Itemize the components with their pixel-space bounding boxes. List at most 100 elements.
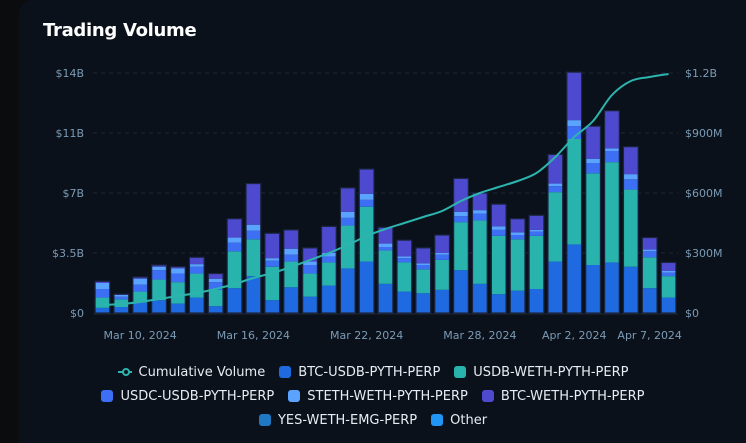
bar-segment-btc-usdb-pyth-perp[interactable]: [566, 244, 582, 313]
bar-segment-usdb-weth-pyth-perp[interactable]: [321, 262, 337, 286]
bar-segment-usdc-usdb-pyth-perp[interactable]: [264, 260, 280, 267]
bar-segment-usdc-usdb-pyth-perp[interactable]: [529, 231, 544, 236]
bar-segment-steth-weth-pyth-perp[interactable]: [283, 248, 299, 255]
bar-segment-steth-weth-pyth-perp[interactable]: [359, 193, 374, 200]
bar-segment-usdb-weth-pyth-perp[interactable]: [661, 276, 676, 298]
bar-segment-steth-weth-pyth-perp[interactable]: [264, 258, 280, 261]
bar-segment-btc-weth-pyth-perp[interactable]: [661, 262, 676, 271]
bar-stack[interactable]: [471, 192, 488, 314]
bar-stack[interactable]: [283, 229, 300, 314]
bar-segment-usdc-usdb-pyth-perp[interactable]: [189, 266, 205, 274]
bar-segment-steth-weth-pyth-perp[interactable]: [510, 232, 525, 235]
bar-stack[interactable]: [566, 71, 583, 314]
bar-segment-btc-usdb-pyth-perp[interactable]: [302, 296, 318, 313]
bar-stack[interactable]: [358, 168, 375, 314]
bar-segment-usdb-weth-pyth-perp[interactable]: [208, 289, 224, 307]
bar-segment-usdc-usdb-pyth-perp[interactable]: [359, 199, 374, 207]
bar-stack[interactable]: [264, 232, 281, 314]
legend-item-cumulative-volume[interactable]: Cumulative Volume: [117, 365, 265, 380]
bar-stack[interactable]: [94, 280, 111, 314]
legend-item-other[interactable]: Other: [431, 413, 487, 428]
bar-segment-usdb-weth-pyth-perp[interactable]: [132, 291, 148, 303]
bar-segment-usdc-usdb-pyth-perp[interactable]: [415, 265, 431, 270]
bar-segment-usdc-usdb-pyth-perp[interactable]: [585, 163, 601, 174]
bar-segment-steth-weth-pyth-perp[interactable]: [397, 256, 412, 259]
bar-segment-steth-weth-pyth-perp[interactable]: [623, 174, 639, 180]
bar-segment-usdb-weth-pyth-perp[interactable]: [378, 250, 393, 284]
bar-segment-btc-weth-pyth-perp[interactable]: [321, 226, 337, 253]
bar-segment-steth-weth-pyth-perp[interactable]: [321, 253, 337, 257]
bar-segment-btc-weth-pyth-perp[interactable]: [132, 277, 148, 279]
bar-segment-btc-usdb-pyth-perp[interactable]: [321, 285, 337, 313]
bar-segment-btc-usdb-pyth-perp[interactable]: [529, 289, 544, 313]
bar-segment-btc-weth-pyth-perp[interactable]: [359, 169, 374, 194]
bar-segment-usdb-weth-pyth-perp[interactable]: [151, 279, 167, 301]
bar-segment-btc-usdb-pyth-perp[interactable]: [113, 307, 129, 313]
bar-segment-btc-usdb-pyth-perp[interactable]: [510, 290, 525, 313]
bar-segment-usdb-weth-pyth-perp[interactable]: [566, 139, 582, 245]
bar-segment-steth-weth-pyth-perp[interactable]: [227, 237, 242, 243]
bar-segment-usdc-usdb-pyth-perp[interactable]: [566, 126, 582, 139]
bar-segment-usdb-weth-pyth-perp[interactable]: [95, 297, 110, 308]
bar-segment-btc-weth-pyth-perp[interactable]: [585, 126, 601, 159]
bar-segment-btc-weth-pyth-perp[interactable]: [95, 281, 110, 283]
bar-segment-usdc-usdb-pyth-perp[interactable]: [434, 254, 450, 260]
bar-segment-usdc-usdb-pyth-perp[interactable]: [246, 230, 261, 240]
bar-segment-btc-usdb-pyth-perp[interactable]: [283, 287, 299, 313]
bar-segment-btc-weth-pyth-perp[interactable]: [604, 110, 620, 149]
bar-segment-usdb-weth-pyth-perp[interactable]: [510, 239, 525, 291]
bar-stack[interactable]: [415, 247, 432, 314]
bar-segment-btc-usdb-pyth-perp[interactable]: [95, 307, 110, 313]
bar-segment-steth-weth-pyth-perp[interactable]: [340, 211, 356, 218]
bar-stack[interactable]: [641, 236, 658, 314]
bar-segment-usdb-weth-pyth-perp[interactable]: [472, 220, 488, 284]
bar-segment-btc-weth-pyth-perp[interactable]: [189, 257, 205, 265]
bar-segment-usdc-usdb-pyth-perp[interactable]: [95, 289, 110, 298]
bar-segment-btc-weth-pyth-perp[interactable]: [415, 247, 431, 264]
bar-segment-steth-weth-pyth-perp[interactable]: [472, 210, 488, 214]
bar-segment-btc-weth-pyth-perp[interactable]: [208, 273, 224, 279]
bar-stack[interactable]: [547, 153, 564, 314]
bar-segment-usdb-weth-pyth-perp[interactable]: [170, 282, 186, 304]
bar-segment-usdb-weth-pyth-perp[interactable]: [585, 173, 601, 265]
bar-segment-btc-usdb-pyth-perp[interactable]: [585, 265, 601, 313]
bar-stack[interactable]: [434, 234, 451, 314]
bar-stack[interactable]: [320, 225, 337, 314]
bar-stack[interactable]: [339, 187, 356, 314]
bar-segment-btc-weth-pyth-perp[interactable]: [566, 72, 582, 121]
bar-stack[interactable]: [245, 182, 262, 314]
bar-segment-btc-usdb-pyth-perp[interactable]: [246, 276, 261, 313]
bar-segment-steth-weth-pyth-perp[interactable]: [189, 264, 205, 267]
bar-segment-usdc-usdb-pyth-perp[interactable]: [132, 284, 148, 292]
bar-stack[interactable]: [302, 247, 318, 314]
legend-item-btc-usdb-pyth-perp[interactable]: BTC-USDB-PYTH-PERP: [279, 365, 440, 380]
bar-stack[interactable]: [151, 264, 168, 314]
bar-stack[interactable]: [603, 110, 620, 314]
bar-segment-usdc-usdb-pyth-perp[interactable]: [321, 256, 337, 263]
bar-segment-btc-weth-pyth-perp[interactable]: [472, 193, 488, 211]
bar-stack[interactable]: [132, 276, 149, 314]
bar-segment-btc-weth-pyth-perp[interactable]: [227, 218, 242, 238]
bar-segment-btc-weth-pyth-perp[interactable]: [246, 183, 261, 225]
bar-segment-usdb-weth-pyth-perp[interactable]: [302, 273, 318, 297]
bar-segment-steth-weth-pyth-perp[interactable]: [151, 266, 167, 271]
bar-stack[interactable]: [509, 218, 526, 314]
bar-segment-usdb-weth-pyth-perp[interactable]: [246, 239, 261, 277]
bar-segment-usdb-weth-pyth-perp[interactable]: [434, 259, 450, 290]
bar-segment-usdb-weth-pyth-perp[interactable]: [491, 235, 507, 295]
bar-segment-btc-weth-pyth-perp[interactable]: [378, 227, 393, 244]
bar-segment-steth-weth-pyth-perp[interactable]: [302, 261, 318, 265]
bar-segment-steth-weth-pyth-perp[interactable]: [642, 249, 658, 252]
bar-segment-btc-usdb-pyth-perp[interactable]: [623, 266, 639, 313]
bar-segment-btc-usdb-pyth-perp[interactable]: [208, 306, 224, 313]
bar-segment-usdc-usdb-pyth-perp[interactable]: [472, 213, 488, 221]
bar-segment-btc-weth-pyth-perp[interactable]: [151, 265, 167, 267]
bar-segment-usdc-usdb-pyth-perp[interactable]: [283, 254, 299, 262]
bar-segment-usdc-usdb-pyth-perp[interactable]: [227, 242, 242, 252]
bar-segment-usdc-usdb-pyth-perp[interactable]: [302, 265, 318, 274]
bar-segment-steth-weth-pyth-perp[interactable]: [491, 226, 507, 230]
bar-segment-btc-usdb-pyth-perp[interactable]: [642, 288, 658, 313]
bar-stack[interactable]: [528, 214, 545, 314]
bar-segment-steth-weth-pyth-perp[interactable]: [547, 183, 563, 187]
bar-segment-btc-usdb-pyth-perp[interactable]: [472, 283, 488, 313]
